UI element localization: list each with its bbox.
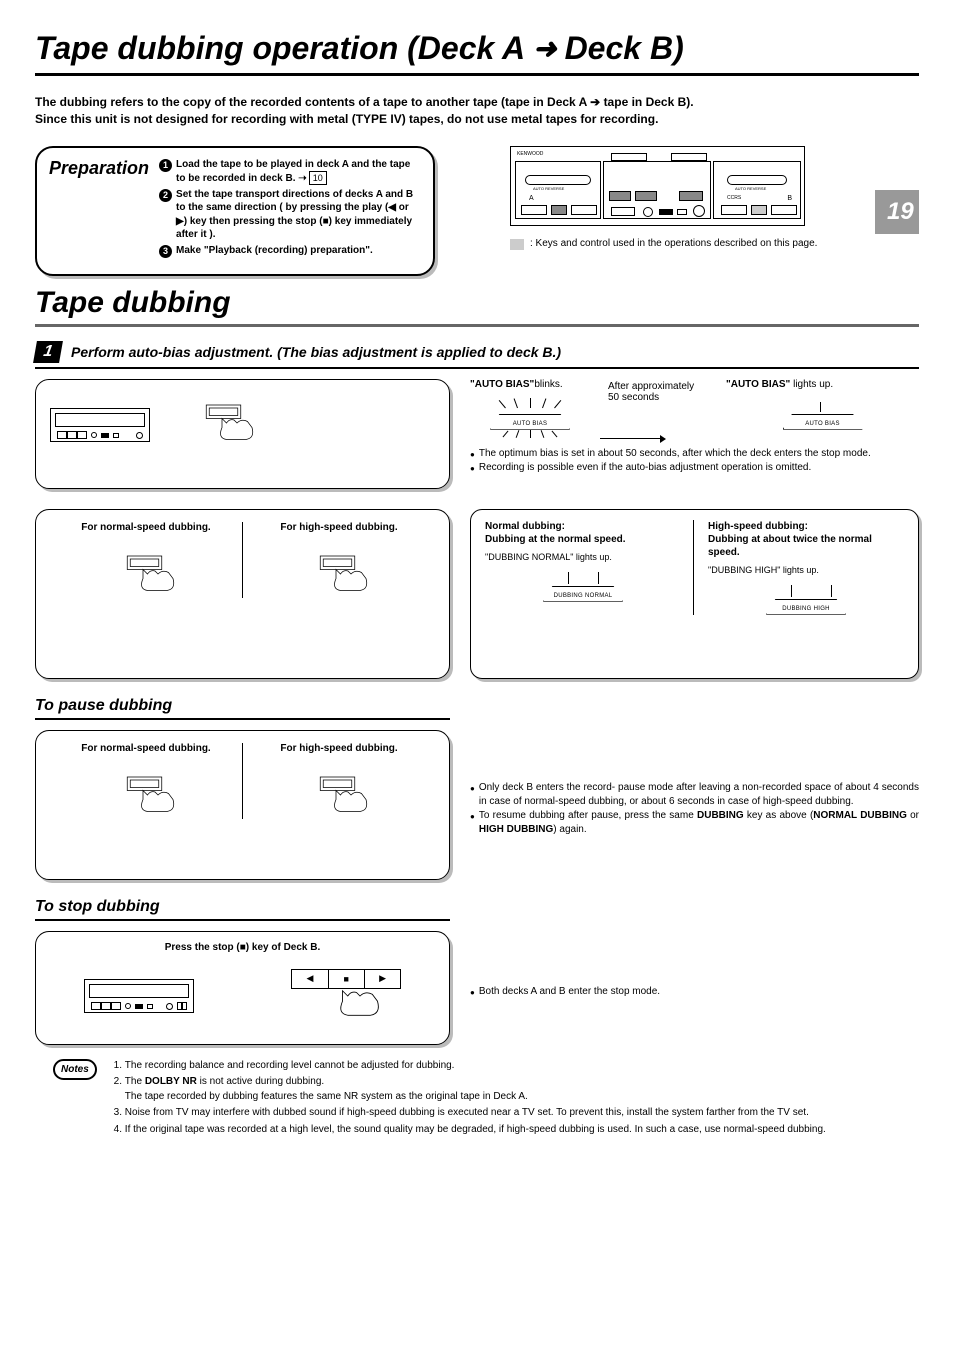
step-num-1: 1 [159,159,172,172]
intro-line-2: Since this unit is not designed for reco… [35,112,658,126]
pause-title: To pause dubbing [35,697,450,720]
high-dubbing-title: High-speed dubbing: [708,521,808,532]
auto-bias-operation-box [35,379,450,489]
notes-body: The recording balance and recording leve… [109,1059,826,1140]
note-item: The recording balance and recording leve… [125,1059,826,1074]
deck-ccrs-label: CCRS [727,195,741,201]
step-text-2: Set the tape transport directions of dec… [176,188,421,242]
note-item: The DOLBY NR is not active during dubbin… [125,1075,826,1104]
note-item: Noise from TV may interfere with dubbed … [125,1106,826,1121]
fwd-button-icon: ▶ [365,970,400,988]
preparation-label: Preparation [49,158,149,260]
auto-bias-blinks-suffix: blinks. [534,379,562,390]
after-approx-text: After approximately 50 seconds [608,379,708,403]
step-header-1: 1 Perform auto-bias adjustment. (The bia… [35,341,919,369]
hand-press-icon [101,774,191,819]
auto-bias-lights-suffix: lights up. [790,379,833,390]
bullet-item: Recording is possible even if the auto-b… [470,461,919,475]
auto-bias-right: "AUTO BIAS"blinks. AUTO BIAS After appro… [470,379,919,489]
high-speed-label: For high-speed dubbing. [251,522,427,533]
dubbing-high-indicator: DUBBING HIGH [761,583,851,615]
high-dubbing-body: Dubbing at about twice the normal speed. [708,534,872,558]
normal-lights-text: "DUBBING NORMAL" lights up. [485,552,681,562]
stop-button-icon: ■ [329,970,365,988]
dubbing-normal-ind-text: DUBBING NORMAL [538,593,628,599]
note-item: If the original tape was recorded at a h… [125,1123,826,1138]
arrow-icon: ➜ [533,32,556,65]
dubbing-high-ind-text: DUBBING HIGH [761,606,851,612]
intro-line-1: The dubbing refers to the copy of the re… [35,95,694,109]
auto-bias-text-2: AUTO BIAS [778,421,868,427]
stop-bullets: Both decks A and B enter the stop mode. [470,985,660,999]
preparation-steps: 1 Load the tape to be played in deck A a… [159,158,421,260]
normal-speed-label: For normal-speed dubbing. [58,522,234,533]
pause-box: For normal-speed dubbing. For high-speed… [35,730,450,880]
normal-dubbing-body: Dubbing at the normal speed. [485,534,626,545]
deck-diagram: KENWOOD AUTO REVERSE A AUTO REVERSE [510,146,805,226]
keys-swatch [510,239,524,250]
bullet-item: Only deck B enters the record- pause mod… [470,781,919,809]
notes-icon: Notes [53,1059,97,1080]
preparation-box: Preparation 1 Load the tape to be played… [35,146,435,276]
dubbing-normal-indicator: DUBBING NORMAL [538,570,628,602]
section-title: Tape dubbing [35,286,919,327]
deck-a-label: A [529,195,534,202]
normal-dubbing-title: Normal dubbing: [485,521,565,532]
page-number-tab: 19 [875,190,919,234]
stop-buttons: ◀ ■ ▶ [291,969,401,989]
step-num-3: 3 [159,245,172,258]
keys-note-text: : Keys and control used in the operation… [530,238,817,249]
hand-press-icon [294,774,384,819]
dubbing-modes-right-box: Normal dubbing: Dubbing at the normal sp… [470,509,919,679]
step-text-1: Load the tape to be played in deck A and… [176,158,421,186]
auto-bias-lights-label: "AUTO BIAS" [726,379,790,390]
display-sketch [50,408,150,442]
title-pre: Tape dubbing operation (Deck A [35,30,525,67]
bullet-item: To resume dubbing after pause, press the… [470,809,919,837]
page-title: Tape dubbing operation (Deck A ➜ Deck B) [35,30,919,76]
step-text: Perform auto-bias adjustment. (The bias … [71,344,561,360]
pause-normal-label: For normal-speed dubbing. [58,743,234,754]
step-text-3: Make "Playback (recording) preparation". [176,244,373,258]
display-sketch-stop [84,979,194,1013]
ref-page-box: 10 [309,171,327,185]
stop-instruction: Press the stop (■) key of Deck B. [50,942,435,953]
hand-press-icon [294,553,384,598]
hand-press-icon [291,989,401,1024]
deck-brand: KENWOOD [517,151,543,157]
pause-bullets: Only deck B enters the record- pause mod… [470,781,919,837]
pause-high-label: For high-speed dubbing. [251,743,427,754]
rewind-button-icon: ◀ [292,970,328,988]
auto-bias-indicator-lit: AUTO BIAS [778,398,868,430]
deck-right-label: AUTO REVERSE [735,186,766,191]
auto-bias-text-1: AUTO BIAS [485,421,575,427]
title-post: Deck B) [565,30,684,67]
stop-box: Press the stop (■) key of Deck B. [35,931,450,1045]
hand-press-icon [180,402,270,447]
auto-bias-blinks-label: "AUTO BIAS" [470,379,534,390]
high-lights-text: "DUBBING HIGH" lights up. [708,565,904,575]
stop-title: To stop dubbing [35,898,450,921]
hand-press-icon [101,553,191,598]
intro-text: The dubbing refers to the copy of the re… [35,94,919,128]
bullet-item: The optimum bias is set in about 50 seco… [470,447,919,461]
dubbing-speed-box: For normal-speed dubbing. For high-speed… [35,509,450,679]
step-number-badge: 1 [33,341,63,363]
bullet-item: Both decks A and B enter the stop mode. [470,985,660,999]
step-num-2: 2 [159,189,172,202]
keys-note: : Keys and control used in the operation… [510,238,817,250]
deck-left-label: AUTO REVERSE [533,186,564,191]
deck-b-label: B [787,195,792,202]
auto-bias-bullets: The optimum bias is set in about 50 seco… [470,447,919,475]
ref-arrow: ➝ [298,173,306,184]
auto-bias-indicator-blink: AUTO BIAS [485,398,575,430]
